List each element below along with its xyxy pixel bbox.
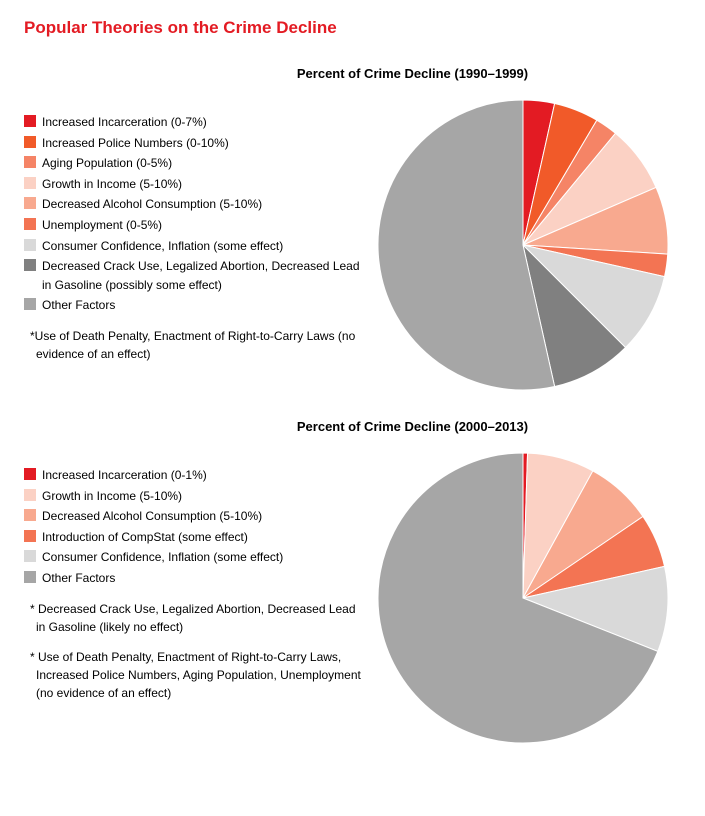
swatch-icon [24, 509, 36, 521]
legend-label: Decreased Crack Use, Legalized Abortion,… [42, 257, 364, 294]
legend-item: Introduction of CompStat (some effect) [24, 528, 364, 547]
legend-label: Increased Incarceration (0-1%) [42, 466, 364, 485]
legend-label: Growth in Income (5-10%) [42, 175, 364, 194]
pie-svg [373, 95, 673, 395]
legend-label: Other Factors [42, 569, 364, 588]
legend-label: Consumer Confidence, Inflation (some eff… [42, 548, 364, 567]
legend-item: Other Factors [24, 569, 364, 588]
legend-label: Growth in Income (5-10%) [42, 487, 364, 506]
pie-chart-2 [364, 448, 681, 748]
legend-label: Other Factors [42, 296, 364, 315]
page-title: Popular Theories on the Crime Decline [24, 18, 681, 38]
legend-item: Growth in Income (5-10%) [24, 487, 364, 506]
legend-item: Increased Incarceration (0-7%) [24, 113, 364, 132]
swatch-icon [24, 115, 36, 127]
chart-title-1: Percent of Crime Decline (1990–1999) [24, 66, 681, 81]
footnote: *Use of Death Penalty, Enactment of Righ… [24, 327, 364, 363]
legend-item: Increased Police Numbers (0-10%) [24, 134, 364, 153]
swatch-icon [24, 550, 36, 562]
legend-label: Decreased Alcohol Consumption (5-10%) [42, 507, 364, 526]
legend-label: Unemployment (0-5%) [42, 216, 364, 235]
pie-svg [373, 448, 673, 748]
swatch-icon [24, 136, 36, 148]
legend-item: Increased Incarceration (0-1%) [24, 466, 364, 485]
swatch-icon [24, 571, 36, 583]
swatch-icon [24, 177, 36, 189]
legend-item: Decreased Alcohol Consumption (5-10%) [24, 195, 364, 214]
swatch-icon [24, 239, 36, 251]
legend-label: Increased Incarceration (0-7%) [42, 113, 364, 132]
legend-item: Growth in Income (5-10%) [24, 175, 364, 194]
legend-2: Increased Incarceration (0-1%) Growth in… [24, 448, 364, 702]
swatch-icon [24, 156, 36, 168]
legend-label: Introduction of CompStat (some effect) [42, 528, 364, 547]
footnote: * Use of Death Penalty, Enactment of Rig… [24, 648, 364, 702]
swatch-icon [24, 197, 36, 209]
legend-item: Decreased Crack Use, Legalized Abortion,… [24, 257, 364, 294]
chart-section-2000s: Percent of Crime Decline (2000–2013) Inc… [24, 419, 681, 748]
legend-label: Consumer Confidence, Inflation (some eff… [42, 237, 364, 256]
chart-section-1990s: Percent of Crime Decline (1990–1999) Inc… [24, 66, 681, 395]
legend-item: Unemployment (0-5%) [24, 216, 364, 235]
legend-label: Aging Population (0-5%) [42, 154, 364, 173]
swatch-icon [24, 218, 36, 230]
swatch-icon [24, 259, 36, 271]
chart-title-2: Percent of Crime Decline (2000–2013) [24, 419, 681, 434]
legend-label: Decreased Alcohol Consumption (5-10%) [42, 195, 364, 214]
legend-1: Increased Incarceration (0-7%) Increased… [24, 95, 364, 363]
swatch-icon [24, 489, 36, 501]
legend-item: Other Factors [24, 296, 364, 315]
legend-item: Decreased Alcohol Consumption (5-10%) [24, 507, 364, 526]
legend-item: Aging Population (0-5%) [24, 154, 364, 173]
legend-item: Consumer Confidence, Inflation (some eff… [24, 237, 364, 256]
swatch-icon [24, 298, 36, 310]
legend-label: Increased Police Numbers (0-10%) [42, 134, 364, 153]
footnote: * Decreased Crack Use, Legalized Abortio… [24, 600, 364, 636]
pie-chart-1 [364, 95, 681, 395]
swatch-icon [24, 530, 36, 542]
legend-item: Consumer Confidence, Inflation (some eff… [24, 548, 364, 567]
swatch-icon [24, 468, 36, 480]
